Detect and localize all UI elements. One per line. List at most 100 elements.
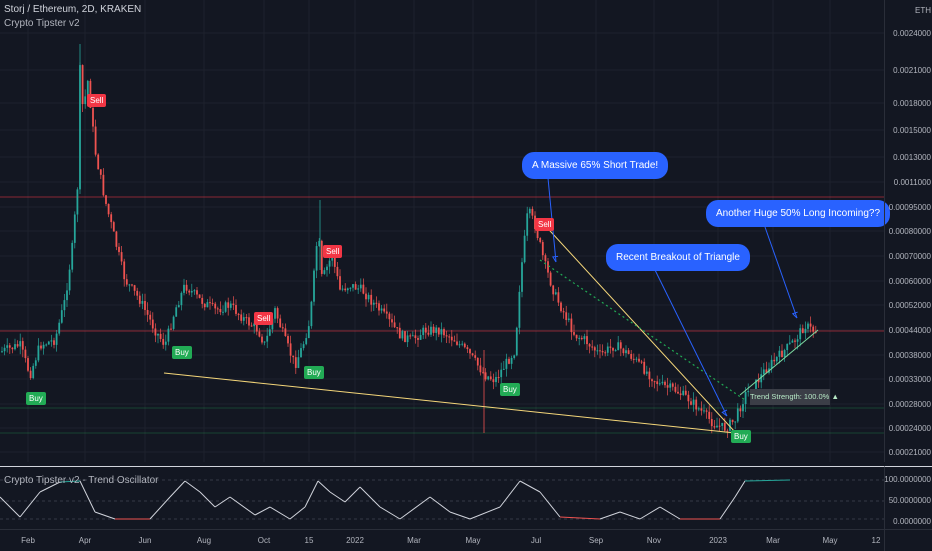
time-tick-label: May bbox=[465, 536, 481, 545]
time-tick-label: Jul bbox=[530, 536, 542, 545]
candle-body bbox=[206, 302, 209, 308]
price-tick-label: 0.0013000 bbox=[893, 153, 931, 162]
candle-body bbox=[448, 336, 451, 338]
candle-body bbox=[495, 377, 497, 383]
candle-body bbox=[739, 408, 742, 412]
candle-body bbox=[682, 390, 685, 396]
candle-body bbox=[3, 347, 6, 352]
oscillator-pane[interactable]: Crypto Tipster v2 - Trend Oscillator bbox=[0, 466, 884, 530]
candle-body bbox=[211, 302, 214, 304]
candle-body bbox=[573, 332, 575, 335]
candle-body bbox=[643, 361, 646, 374]
oscillator-line-segment bbox=[379, 506, 401, 520]
sell-signal: Sell bbox=[323, 245, 343, 258]
price-tick-label: 0.00080000 bbox=[888, 227, 931, 236]
candle-body bbox=[284, 328, 287, 337]
candle-body bbox=[526, 213, 529, 236]
candle-body bbox=[393, 322, 396, 328]
price-scale[interactable]: ETH 0.0024000 0.0021000 0.0018000 0.0015000… bbox=[884, 0, 932, 462]
candle-body bbox=[632, 358, 635, 360]
candle-body bbox=[185, 284, 188, 291]
candle-body bbox=[300, 348, 302, 358]
candle-body bbox=[170, 328, 172, 330]
candle-body bbox=[149, 314, 152, 320]
candle-body bbox=[318, 240, 321, 247]
candle-body bbox=[437, 327, 440, 335]
candle-body bbox=[388, 313, 391, 320]
candle-body bbox=[120, 252, 123, 262]
candle-body bbox=[731, 419, 734, 423]
candle-body bbox=[391, 319, 393, 323]
candle-body bbox=[461, 343, 464, 345]
candle-body bbox=[788, 342, 791, 344]
candle-body bbox=[45, 344, 48, 346]
buy-signal: Buy bbox=[500, 383, 520, 396]
candle-body bbox=[552, 285, 555, 295]
time-tick-label: 2023 bbox=[709, 536, 727, 545]
candle-body bbox=[744, 391, 747, 405]
candle-body bbox=[401, 331, 404, 339]
candle-body bbox=[112, 222, 115, 232]
oscillator-canvas[interactable] bbox=[0, 467, 884, 530]
candle-body bbox=[560, 302, 562, 312]
candle-body bbox=[736, 408, 739, 422]
candle-body bbox=[539, 238, 542, 243]
candle-body bbox=[333, 257, 336, 267]
oscillator-line-segment bbox=[304, 480, 319, 508]
candle-body bbox=[63, 300, 66, 311]
price-chart[interactable]: Storj / Ethereum, 2D, KRAKEN Crypto Tips… bbox=[0, 0, 891, 462]
candle-body bbox=[804, 328, 807, 334]
oscillator-line-segment bbox=[469, 506, 501, 520]
candle-body bbox=[515, 327, 518, 356]
candle-body bbox=[775, 356, 778, 362]
time-tick-label: Mar bbox=[407, 536, 421, 545]
candle-body bbox=[487, 376, 490, 380]
time-tick-label: Nov bbox=[646, 536, 662, 545]
candle-body bbox=[773, 359, 776, 362]
candle-body bbox=[734, 421, 737, 423]
candle-body bbox=[604, 352, 607, 354]
candle-body bbox=[489, 376, 492, 380]
buy-signal: Buy bbox=[172, 346, 192, 359]
candle-body bbox=[146, 309, 149, 315]
oscillator-scale[interactable]: 100.0000000 50.0000000 0.0000000 bbox=[884, 466, 932, 530]
candle-body bbox=[505, 358, 508, 369]
candle-body bbox=[557, 292, 560, 303]
candle-body bbox=[781, 350, 783, 358]
candle-body bbox=[801, 328, 804, 334]
candle-body bbox=[66, 290, 68, 301]
candle-body bbox=[661, 381, 664, 384]
candle-body bbox=[159, 333, 162, 339]
candle-body bbox=[214, 303, 217, 309]
candle-body bbox=[469, 349, 471, 354]
candle-body bbox=[440, 329, 443, 335]
candle-body bbox=[60, 310, 63, 323]
candle-body bbox=[107, 203, 110, 215]
price-tick-label: 0.0015000 bbox=[893, 126, 931, 135]
candle-body bbox=[463, 343, 466, 348]
candle-body bbox=[625, 350, 627, 354]
price-chart-canvas[interactable] bbox=[0, 0, 884, 462]
oscillator-line-segment bbox=[317, 480, 331, 493]
candle-body bbox=[229, 303, 232, 308]
candle-body bbox=[198, 294, 201, 298]
time-axis[interactable]: Feb Apr Jun Aug Oct 15 2022 Mar May Jul Sep Nov 2023… bbox=[0, 529, 884, 551]
symbol-legend[interactable]: Storj / Ethereum, 2D, KRAKEN bbox=[4, 4, 142, 15]
oscillator-legend[interactable]: Crypto Tipster v2 - Trend Oscillator bbox=[4, 475, 159, 486]
candle-body bbox=[97, 154, 100, 170]
candle-body bbox=[53, 340, 55, 345]
osc-label-100: 100.0000000 bbox=[884, 475, 931, 484]
candle-body bbox=[76, 189, 79, 215]
candle-body bbox=[94, 126, 97, 155]
candle-body bbox=[783, 350, 786, 358]
price-tick-label: 0.00021000 bbox=[888, 448, 931, 457]
candle-body bbox=[305, 338, 308, 345]
price-tick-label: 0.00044000 bbox=[888, 326, 931, 335]
indicator-legend[interactable]: Crypto Tipster v2 bbox=[4, 18, 80, 29]
candle-body bbox=[578, 337, 581, 339]
candle-body bbox=[110, 214, 113, 223]
candle-body bbox=[541, 242, 544, 256]
candle-body bbox=[245, 317, 248, 319]
oscillator-line-segment bbox=[359, 486, 381, 508]
long-incoming-arrow-head bbox=[791, 311, 798, 319]
